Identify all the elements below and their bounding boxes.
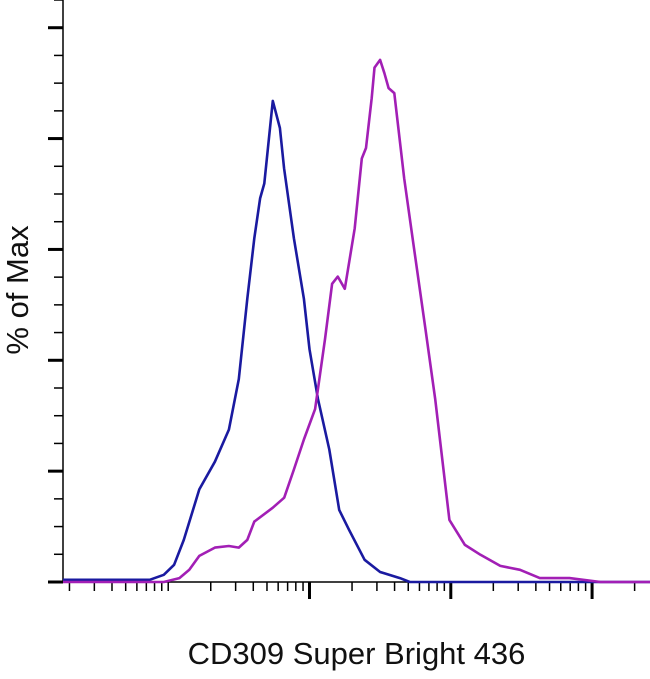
- x-axis-label: CD309 Super Bright 436: [187, 636, 526, 671]
- histogram-series-2: [63, 58, 650, 584]
- y-axis-label: % of Max: [0, 225, 35, 355]
- histogram-series-1: [63, 99, 650, 584]
